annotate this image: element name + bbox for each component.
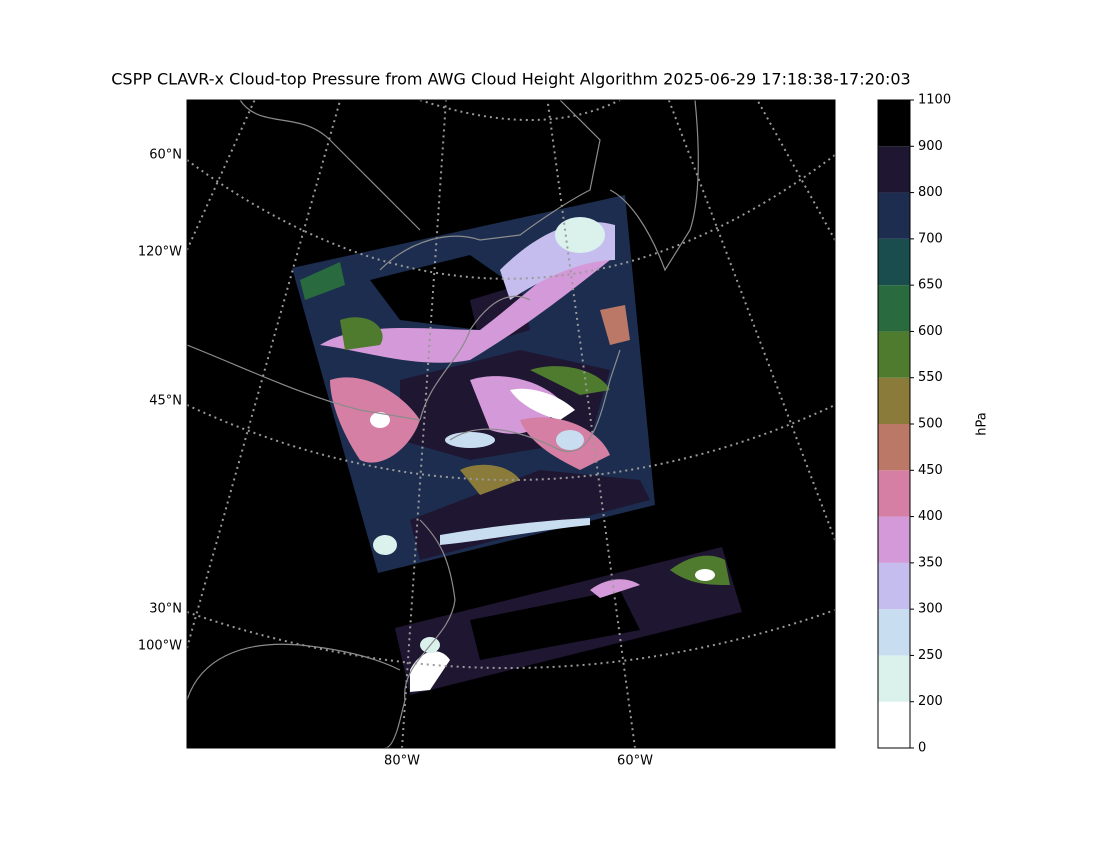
colorbar-tick-label: 200 <box>918 694 943 709</box>
colorbar-tick-label: 0 <box>918 741 926 756</box>
colorbar-segment <box>878 516 910 563</box>
colorbar-segment <box>878 331 910 378</box>
lon-label: 60°W <box>617 754 653 769</box>
colorbar-tick-label: 800 <box>918 185 943 200</box>
colorbar: 0 200 250 300 350 400 450 500 550 600 650 700 800 900… <box>877 93 951 756</box>
lat-label: 45°N <box>149 394 182 409</box>
colorbar-label: hPa <box>975 412 990 435</box>
colorbar-tick-label: 300 <box>918 602 943 617</box>
colorbar-segment <box>878 146 910 193</box>
colorbar-tick-label: 900 <box>918 139 943 154</box>
lat-label: 60°N <box>149 148 182 163</box>
colorbar-segment <box>878 192 910 239</box>
lon-label: 100°W <box>138 639 182 654</box>
coastline <box>187 100 699 748</box>
lat-label: 30°N <box>149 602 182 617</box>
lon-label: 120°W <box>138 245 182 260</box>
map <box>187 100 835 748</box>
colorbar-tick-label: 550 <box>918 370 943 385</box>
lon-label: 80°W <box>384 754 420 769</box>
cloud-swath <box>395 547 742 695</box>
map-frame <box>186 99 836 749</box>
colorbar-segment <box>878 609 910 656</box>
colorbar-tick-label: 1100 <box>918 93 951 108</box>
colorbar-segment <box>878 285 910 332</box>
colorbar-segment <box>878 655 910 702</box>
graticule <box>187 100 835 748</box>
colorbar-tick-label: 250 <box>918 648 943 663</box>
colorbar-segment <box>878 562 910 610</box>
colorbar-tick-label: 700 <box>918 231 943 246</box>
colorbar-segment <box>878 701 910 748</box>
colorbar-tick-label: 600 <box>918 324 943 339</box>
colorbar-segment <box>878 377 910 424</box>
colorbar-tick-label: 500 <box>918 417 943 432</box>
cloud-swath <box>292 195 655 573</box>
colorbar-segment <box>878 470 910 517</box>
colorbar-tick-label: 650 <box>918 278 943 293</box>
colorbar-tick-label: 350 <box>918 555 943 570</box>
title: CSPP CLAVR-x Cloud-top Pressure from AWG… <box>111 70 910 89</box>
colorbar-tick-label: 400 <box>918 509 943 524</box>
colorbar-tick-label: 450 <box>918 463 943 478</box>
colorbar-segment <box>878 238 910 286</box>
colorbar-segment <box>878 100 910 147</box>
colorbar-segment <box>878 424 910 471</box>
